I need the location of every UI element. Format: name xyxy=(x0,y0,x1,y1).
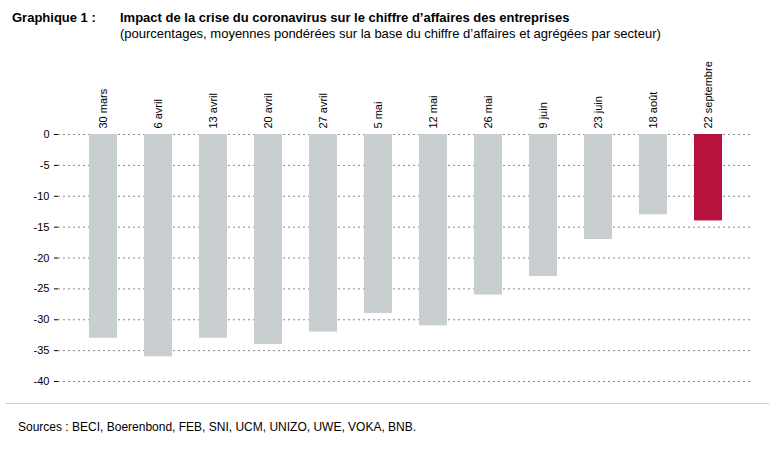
svg-text:5 mai: 5 mai xyxy=(372,102,384,129)
svg-text:-5: -5 xyxy=(40,159,50,171)
svg-text:13 avril: 13 avril xyxy=(207,93,219,128)
svg-text:6 avril: 6 avril xyxy=(152,99,164,128)
svg-text:9 juin: 9 juin xyxy=(537,102,549,128)
svg-text:30 mars: 30 mars xyxy=(97,88,109,128)
svg-text:-25: -25 xyxy=(34,282,50,294)
svg-text:-35: -35 xyxy=(34,344,50,356)
svg-text:23 juin: 23 juin xyxy=(592,96,604,128)
svg-text:0: 0 xyxy=(43,128,49,140)
svg-text:-20: -20 xyxy=(34,252,50,264)
svg-text:-30: -30 xyxy=(34,313,50,325)
html-text:Sources : BECI, Boerenbond, FE: Sources : BECI, Boerenbond, FEB, SNI, UC… xyxy=(18,420,417,434)
svg-text:-10: -10 xyxy=(34,190,50,202)
svg-text:-40: -40 xyxy=(34,375,50,387)
svg-text:-15: -15 xyxy=(34,221,50,233)
svg-text:27 avril: 27 avril xyxy=(317,93,329,128)
html-text:(pourcentages, moyennes pondér: (pourcentages, moyennes pondérées sur la… xyxy=(120,26,661,41)
svg-text:12 mai: 12 mai xyxy=(427,95,439,128)
svg-text:20 avril: 20 avril xyxy=(262,93,274,128)
html-text:Graphique 1 :: Graphique 1 : xyxy=(12,10,96,25)
svg-text:22 septembre: 22 septembre xyxy=(702,61,714,128)
html-text:Impact de la crise du coronavi: Impact de la crise du coronavirus sur le… xyxy=(120,10,570,25)
svg-text:18 août: 18 août xyxy=(647,92,659,129)
svg-text:26 mai: 26 mai xyxy=(482,95,494,128)
